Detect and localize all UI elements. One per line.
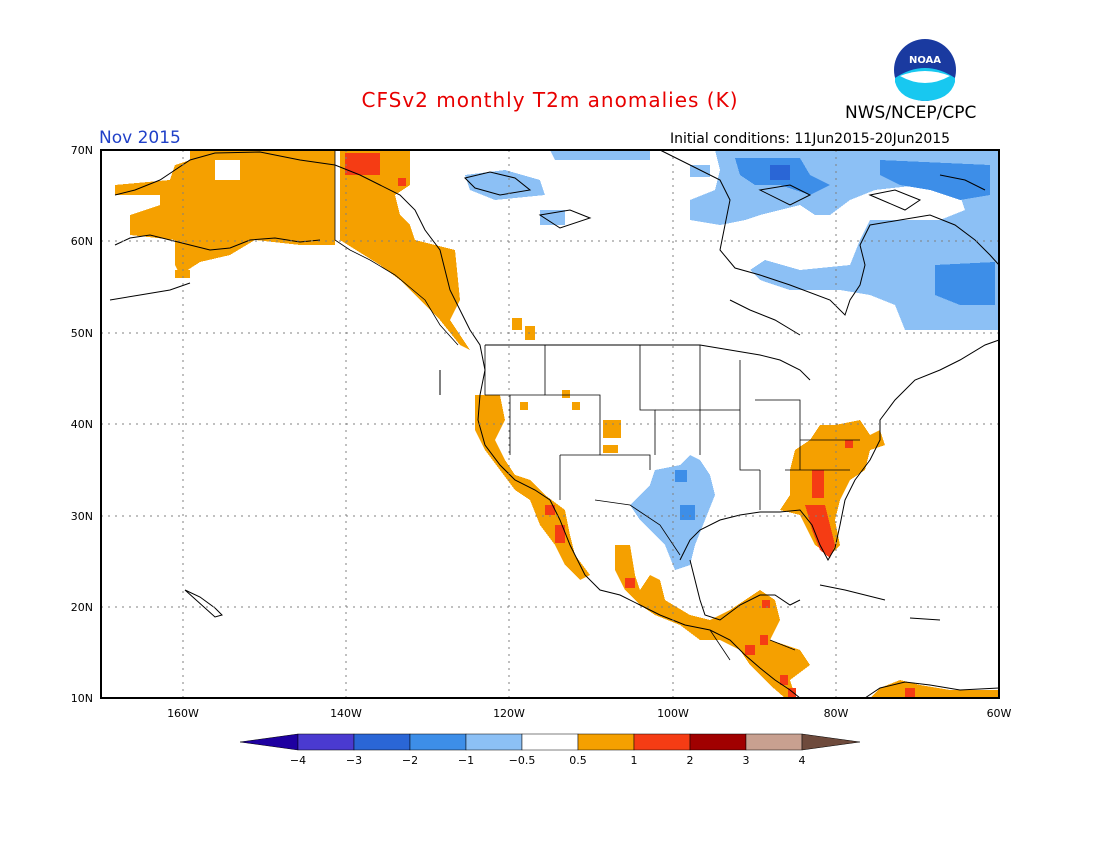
lat-tick-40n: 40N bbox=[71, 418, 93, 431]
lon-tick-60w: 60W bbox=[987, 707, 1012, 720]
colorbar-label: 2 bbox=[687, 754, 694, 767]
colorbar-label: 0.5 bbox=[569, 754, 587, 767]
political-borders bbox=[334, 150, 860, 661]
lon-tick-140w: 140W bbox=[330, 707, 362, 720]
colorbar-swatch bbox=[465, 733, 523, 751]
lat-tick-10n: 10N bbox=[71, 692, 93, 705]
colorbar-label: 1 bbox=[631, 754, 638, 767]
anomaly-southeast-warm bbox=[780, 420, 885, 555]
colorbar-swatch-max bbox=[801, 733, 861, 751]
lon-tick-80w: 80W bbox=[824, 707, 849, 720]
colorbar-swatch bbox=[633, 733, 691, 751]
colorbar-label: −1 bbox=[458, 754, 474, 767]
colorbar-label: 4 bbox=[799, 754, 806, 767]
lat-lon-grid bbox=[101, 150, 999, 698]
colorbar-label: −4 bbox=[290, 754, 306, 767]
initial-conditions: Initial conditions: 11Jun2015-20Jun2015 bbox=[670, 131, 951, 147]
lat-tick-30n: 30N bbox=[71, 510, 93, 523]
anomaly-texas-cool bbox=[630, 455, 715, 570]
map-border bbox=[100, 149, 1000, 699]
colorbar: −4 −3 −2 −1 −0.5 0.5 1 2 3 4 bbox=[239, 733, 861, 767]
lat-tick-20n: 20N bbox=[71, 601, 93, 614]
anomaly-yukon-hot bbox=[345, 153, 380, 175]
colorbar-label: 3 bbox=[743, 754, 750, 767]
anomaly-south-america-warm bbox=[870, 680, 999, 698]
longitude-ticks: 160W 140W 120W 100W 80W 60W bbox=[167, 707, 1011, 720]
lon-tick-160w: 160W bbox=[167, 707, 199, 720]
noaa-logo: NOAA bbox=[894, 39, 956, 101]
forecast-month: Nov 2015 bbox=[99, 128, 181, 148]
colorbar-label: −2 bbox=[402, 754, 418, 767]
anomaly-florida-hot bbox=[805, 505, 835, 558]
latitude-ticks: 70N 60N 50N 40N 30N 20N 10N bbox=[71, 144, 93, 705]
anomaly-mexico-warm bbox=[615, 545, 810, 698]
colorbar-swatch bbox=[577, 733, 635, 751]
colorbar-swatch bbox=[297, 733, 355, 751]
colorbar-label: −0.5 bbox=[509, 754, 536, 767]
anomaly-arctic-cool bbox=[465, 170, 545, 200]
lat-tick-70n: 70N bbox=[71, 144, 93, 157]
lat-tick-60n: 60N bbox=[71, 235, 93, 248]
anomaly-shading bbox=[115, 150, 999, 698]
lat-tick-50n: 50N bbox=[71, 327, 93, 340]
anomaly-alaska-warm bbox=[115, 150, 335, 275]
colorbar-swatch-min bbox=[239, 733, 299, 751]
anomaly-bc-coast-warm bbox=[340, 150, 470, 350]
colorbar-swatch bbox=[409, 733, 467, 751]
colorbar-swatch bbox=[353, 733, 411, 751]
map-title: CFSv2 monthly T2m anomalies (K) bbox=[361, 88, 739, 112]
colorbar-swatch bbox=[745, 733, 803, 751]
anomaly-baffin-cool bbox=[690, 150, 999, 330]
noaa-logo-text: NOAA bbox=[909, 55, 941, 66]
colorbar-swatch bbox=[521, 733, 579, 751]
coastlines bbox=[109, 149, 1000, 699]
colorbar-swatch bbox=[689, 733, 747, 751]
lon-tick-120w: 120W bbox=[493, 707, 525, 720]
colorbar-label: −3 bbox=[346, 754, 362, 767]
lon-tick-100w: 100W bbox=[657, 707, 689, 720]
organization-label: NWS/NCEP/CPC bbox=[845, 103, 977, 123]
